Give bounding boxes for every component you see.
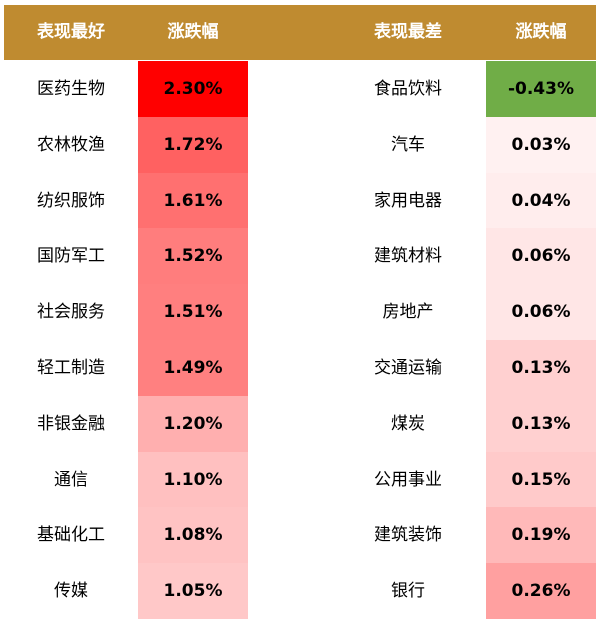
sector-best: 国防军工	[37, 246, 105, 267]
change-worst: 0.06%	[486, 284, 596, 341]
table-row: 国防军工 1.52% 建筑材料 0.06%	[0, 228, 601, 285]
sector-worst: 建筑装饰	[374, 525, 442, 546]
header-worst: 表现最差	[374, 22, 442, 42]
change-worst: -0.43%	[486, 61, 596, 117]
sector-worst: 交通运输	[374, 358, 442, 378]
sector-best: 通信	[54, 469, 88, 490]
sector-best: 社会服务	[37, 302, 105, 323]
header-change-best: 涨跌幅	[167, 22, 219, 42]
sector-best: 非银金融	[37, 413, 105, 434]
change-worst: 0.15%	[486, 451, 596, 508]
table-row: 通信 1.10% 公用事业 0.15%	[0, 451, 601, 508]
sector-worst: 汽车	[391, 134, 425, 155]
sector-worst: 食品饮料	[374, 79, 442, 99]
header-bar	[4, 5, 596, 60]
change-best: 1.20%	[138, 395, 248, 452]
sector-worst: 煤炭	[391, 413, 425, 434]
header-change-worst: 涨跌幅	[515, 22, 567, 42]
change-best: 1.05%	[138, 563, 248, 620]
sector-best: 纺织服饰	[37, 190, 105, 211]
change-best: 1.72%	[138, 116, 248, 173]
change-best: 1.10%	[138, 451, 248, 508]
change-best: 1.49%	[138, 340, 248, 396]
change-worst: 0.26%	[486, 563, 596, 620]
table-row: 社会服务 1.51% 房地产 0.06%	[0, 284, 601, 341]
table-row: 轻工制造 1.49% 交通运输 0.13%	[0, 340, 601, 396]
sector-best: 轻工制造	[37, 358, 105, 378]
change-worst: 0.06%	[486, 228, 596, 285]
change-best: 1.51%	[138, 284, 248, 341]
sector-worst: 公用事业	[374, 469, 442, 490]
sector-best: 传媒	[54, 581, 88, 602]
change-best: 1.52%	[138, 228, 248, 285]
table-row: 基础化工 1.08% 建筑装饰 0.19%	[0, 507, 601, 564]
sector-best: 农林牧渔	[37, 134, 105, 155]
change-worst: 0.04%	[486, 172, 596, 229]
change-worst: 0.13%	[486, 340, 596, 396]
sector-worst: 建筑材料	[374, 246, 442, 267]
table-row: 传媒 1.05% 银行 0.26%	[0, 563, 601, 620]
change-best: 1.61%	[138, 172, 248, 229]
change-worst: 0.13%	[486, 395, 596, 452]
table-row: 农林牧渔 1.72% 汽车 0.03%	[0, 116, 601, 173]
sector-best: 基础化工	[37, 525, 105, 546]
change-worst: 0.03%	[486, 116, 596, 173]
table-row: 医药生物 2.30% 食品饮料 -0.43%	[0, 61, 601, 117]
sector-best: 医药生物	[37, 79, 105, 99]
sector-worst: 房地产	[382, 302, 434, 323]
sector-worst: 银行	[391, 581, 425, 602]
change-best: 2.30%	[138, 61, 248, 117]
table-row: 非银金融 1.20% 煤炭 0.13%	[0, 395, 601, 452]
table-row: 纺织服饰 1.61% 家用电器 0.04%	[0, 172, 601, 229]
header-best: 表现最好	[37, 22, 105, 42]
change-best: 1.08%	[138, 507, 248, 564]
change-worst: 0.19%	[486, 507, 596, 564]
sector-worst: 家用电器	[374, 190, 442, 211]
